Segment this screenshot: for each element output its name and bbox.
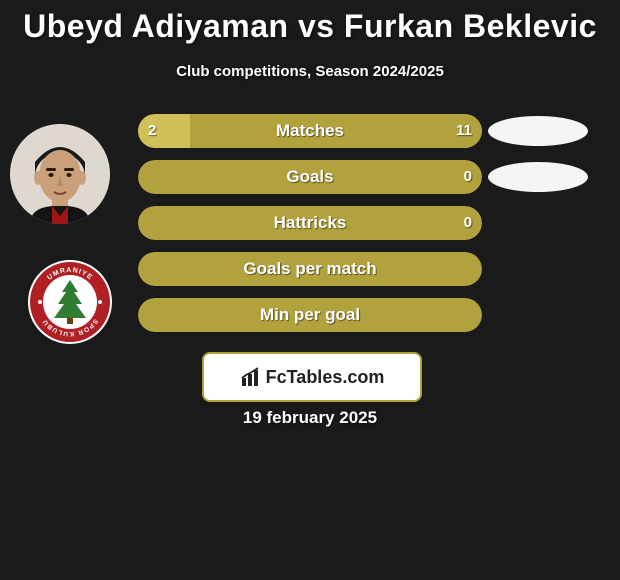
stat-bar: Goals per match (138, 252, 482, 286)
stat-bar: 211Matches (138, 114, 482, 148)
stat-row: 0Hattricks (0, 206, 620, 240)
stat-row: Min per goal (0, 298, 620, 332)
stat-row: 211Matches (0, 114, 620, 148)
date-line: 19 february 2025 (0, 408, 620, 428)
fctables-label: FcTables.com (266, 367, 385, 388)
stat-row: 0Goals (0, 160, 620, 194)
stats-area: 211Matches 0Goals 0Hattricks Goals per matc… (0, 114, 620, 332)
fctables-attribution[interactable]: FcTables.com (202, 352, 422, 402)
stat-label: Min per goal (138, 298, 482, 332)
stat-label: Hattricks (138, 206, 482, 240)
page-subtitle: Club competitions, Season 2024/2025 (0, 63, 620, 80)
comparison-card: Ubeyd Adiyaman vs Furkan Beklevic Club c… (0, 0, 620, 580)
stat-bar: 0Hattricks (138, 206, 482, 240)
stat-label: Goals (138, 160, 482, 194)
stat-label: Matches (138, 114, 482, 148)
stat-row: Goals per match (0, 252, 620, 286)
stat-label: Goals per match (138, 252, 482, 286)
page-title: Ubeyd Adiyaman vs Furkan Beklevic (0, 0, 620, 45)
player-oval-right (488, 116, 588, 146)
stat-bar: 0Goals (138, 160, 482, 194)
player-oval-right (488, 162, 588, 192)
bar-chart-icon (240, 366, 262, 388)
stat-bar: Min per goal (138, 298, 482, 332)
